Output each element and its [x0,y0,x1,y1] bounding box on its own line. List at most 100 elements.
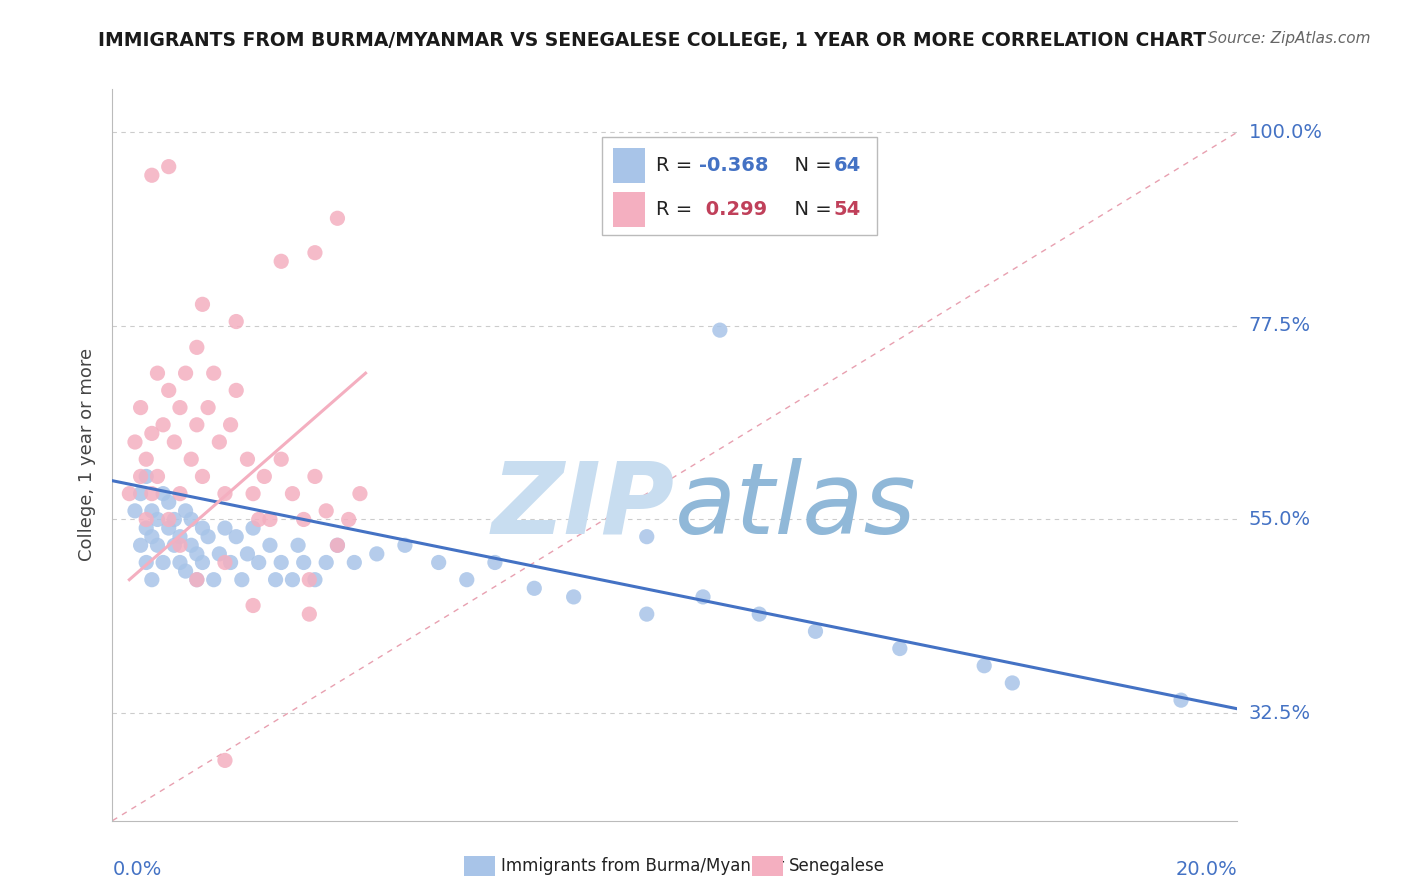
Point [169,486,191,500]
Point [208,547,231,561]
Point [191,556,214,570]
Text: 32.5%: 32.5% [1249,704,1310,723]
Point [141,504,163,518]
Point [636,607,658,621]
Point [152,556,174,570]
Point [146,512,169,526]
Point [174,366,197,380]
Point [135,512,157,526]
Point [191,469,214,483]
Point [253,469,276,483]
Point [163,512,186,526]
Text: 0.299: 0.299 [699,200,766,219]
Point [146,538,169,552]
Point [157,512,180,526]
Text: 54: 54 [834,200,860,219]
Point [236,547,259,561]
Point [163,538,186,552]
Point [180,512,202,526]
Point [242,599,264,613]
Point [219,556,242,570]
Point [292,556,315,570]
Point [191,297,214,311]
Point [889,641,911,656]
Point [124,504,146,518]
Point [141,426,163,441]
Point [118,486,141,500]
Point [281,573,304,587]
Point [157,495,180,509]
Point [141,573,163,587]
Text: R =: R = [655,200,699,219]
Text: atlas: atlas [675,458,917,555]
Point [315,504,337,518]
Bar [613,192,644,227]
Point [264,573,287,587]
Point [163,435,186,450]
Point [219,417,242,432]
Y-axis label: College, 1 year or more: College, 1 year or more [77,349,96,561]
Point [180,452,202,467]
Point [186,547,208,561]
Point [748,607,770,621]
Point [135,521,157,535]
Point [186,573,208,587]
Point [281,486,304,500]
Point [562,590,585,604]
Point [231,573,253,587]
Point [270,556,292,570]
Text: Source: ZipAtlas.com: Source: ZipAtlas.com [1208,31,1371,46]
Point [523,582,546,596]
Point [270,254,292,268]
Point [174,504,197,518]
Point [146,469,169,483]
Point [197,530,219,544]
Point [186,340,208,354]
Point [343,556,366,570]
Point [427,556,450,570]
Point [225,314,247,328]
Point [208,435,231,450]
Point [1001,676,1024,690]
Point [141,486,163,500]
Point [197,401,219,415]
Text: 64: 64 [834,156,860,175]
Point [337,512,360,526]
Point [129,401,152,415]
Point [247,512,270,526]
Point [236,452,259,467]
Point [191,521,214,535]
Point [225,384,247,398]
Point [242,521,264,535]
Point [259,512,281,526]
Point [152,417,174,432]
Point [1170,693,1192,707]
Text: 0.0%: 0.0% [112,860,162,879]
Point [366,547,388,561]
Point [141,168,163,182]
Point [129,486,152,500]
Point [135,556,157,570]
Point [709,323,731,337]
Point [129,469,152,483]
Point [456,573,478,587]
Point [287,538,309,552]
Point [326,538,349,552]
Text: 100.0%: 100.0% [1249,123,1323,142]
Point [124,435,146,450]
Point [152,486,174,500]
Point [292,512,315,526]
Point [247,556,270,570]
Point [157,521,180,535]
Text: ZIP: ZIP [492,458,675,555]
Text: Immigrants from Burma/Myanmar: Immigrants from Burma/Myanmar [501,857,783,875]
Point [259,538,281,552]
Point [225,530,247,544]
Point [315,556,337,570]
Point [692,590,714,604]
Text: 55.0%: 55.0% [1249,510,1310,529]
Point [135,452,157,467]
Point [129,538,152,552]
Point [326,538,349,552]
Point [214,521,236,535]
